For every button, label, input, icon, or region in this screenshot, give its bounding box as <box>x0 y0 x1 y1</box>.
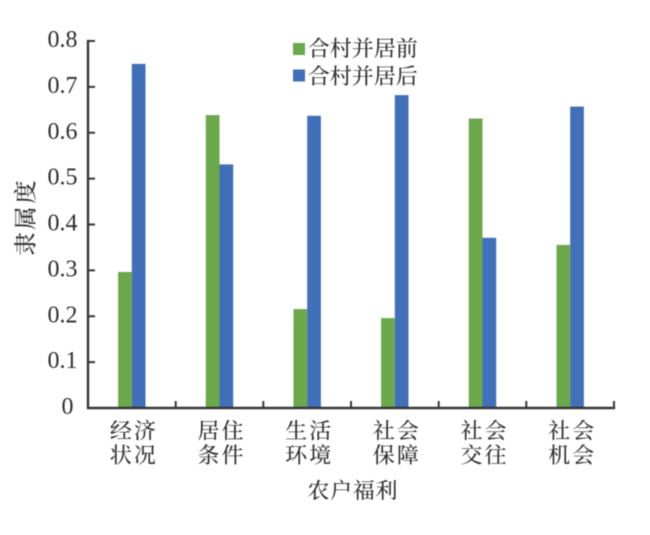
svg-text:0.5: 0.5 <box>48 165 78 191</box>
svg-text:0.6: 0.6 <box>48 119 78 145</box>
svg-text:0.1: 0.1 <box>48 348 78 374</box>
svg-text:0.3: 0.3 <box>48 257 78 283</box>
svg-text:0.7: 0.7 <box>48 73 78 99</box>
svg-text:0.8: 0.8 <box>48 27 78 53</box>
svg-text:0.4: 0.4 <box>48 211 78 237</box>
svg-text:0: 0 <box>62 394 74 420</box>
svg-text:0.2: 0.2 <box>48 302 78 328</box>
